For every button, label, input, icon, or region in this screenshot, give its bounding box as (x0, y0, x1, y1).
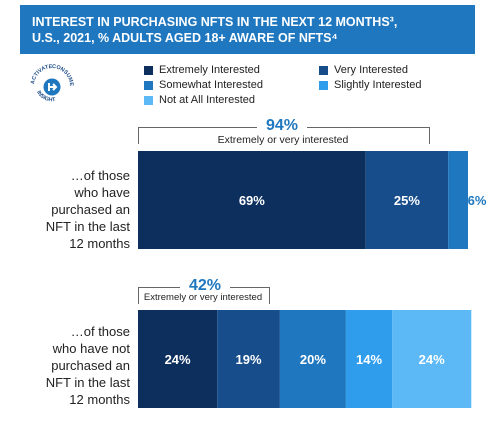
annotation-label-purchased: Extremely or very interested (217, 134, 349, 146)
data-label-not-purchased-extremely: 24% (165, 352, 191, 367)
legend-item-slightly: Slightly Interested (319, 79, 421, 91)
legend-label-not-at-all: Not at All Interested (159, 94, 255, 106)
data-label-purchased-very: 25% (394, 193, 420, 208)
data-label-purchased-extremely: 69% (239, 193, 265, 208)
chart-header: INTEREST IN PURCHASING NFTS IN THE NEXT … (20, 5, 475, 54)
chart-legend: Extremely Interested Very Interested Som… (144, 64, 474, 110)
legend-swatch-extremely (144, 65, 153, 75)
chart-title-line-2: U.S., 2021, % ADULTS AGED 18+ AWARE OF N… (32, 31, 338, 45)
bar-segment-not-purchased-not-at-all (392, 310, 472, 408)
legend-label-extremely: Extremely Interested (159, 64, 260, 76)
legend-swatch-slightly (319, 80, 328, 90)
annotation-value-not-purchased: 42% (180, 277, 230, 295)
activate-consumer-insight-logo-icon: ACTIVATE CONSUMER INSIGHT (26, 60, 74, 103)
legend-item-not-at-all: Not at All Interested (144, 94, 255, 106)
data-label-not-purchased-slightly: 14% (356, 352, 382, 367)
data-label-not-purchased-not-at-all: 24% (419, 352, 445, 367)
legend-swatch-not-at-all (144, 95, 153, 105)
bar-segment-purchased-somewhat (448, 151, 468, 249)
data-label-not-purchased-very: 19% (236, 352, 262, 367)
legend-swatch-somewhat (144, 80, 153, 90)
data-label-purchased-somewhat: 6% (468, 193, 487, 208)
legend-label-somewhat: Somewhat Interested (159, 79, 263, 91)
chart-title-line-1: INTEREST IN PURCHASING NFTS IN THE NEXT … (32, 15, 398, 29)
bar-segment-not-purchased-extremely (138, 310, 218, 408)
bar-segment-not-purchased-very (217, 310, 280, 408)
legend-label-very: Very Interested (334, 64, 408, 76)
legend-swatch-very (319, 65, 328, 75)
row-label-not-purchased: …of those who have not purchased an NFT … (45, 324, 130, 407)
legend-label-slightly: Slightly Interested (334, 79, 422, 91)
legend-item-very: Very Interested (319, 64, 408, 76)
bar-segment-not-purchased-somewhat (279, 310, 346, 408)
bar-segment-purchased-very (365, 151, 449, 249)
legend-item-somewhat: Somewhat Interested (144, 79, 263, 91)
data-label-not-purchased-somewhat: 20% (300, 352, 326, 367)
bar-segment-not-purchased-slightly (345, 310, 393, 408)
annotation-value-purchased: 94% (257, 117, 307, 135)
data-label-background-purchased-somewhat (468, 188, 487, 212)
bar-segment-purchased-extremely (138, 151, 366, 249)
annotation-label-not-purchased: Extremely or very interested (143, 292, 263, 303)
legend-item-extremely: Extremely Interested (144, 64, 260, 76)
row-label-purchased: …of those who have purchased an NFT in t… (45, 168, 130, 251)
